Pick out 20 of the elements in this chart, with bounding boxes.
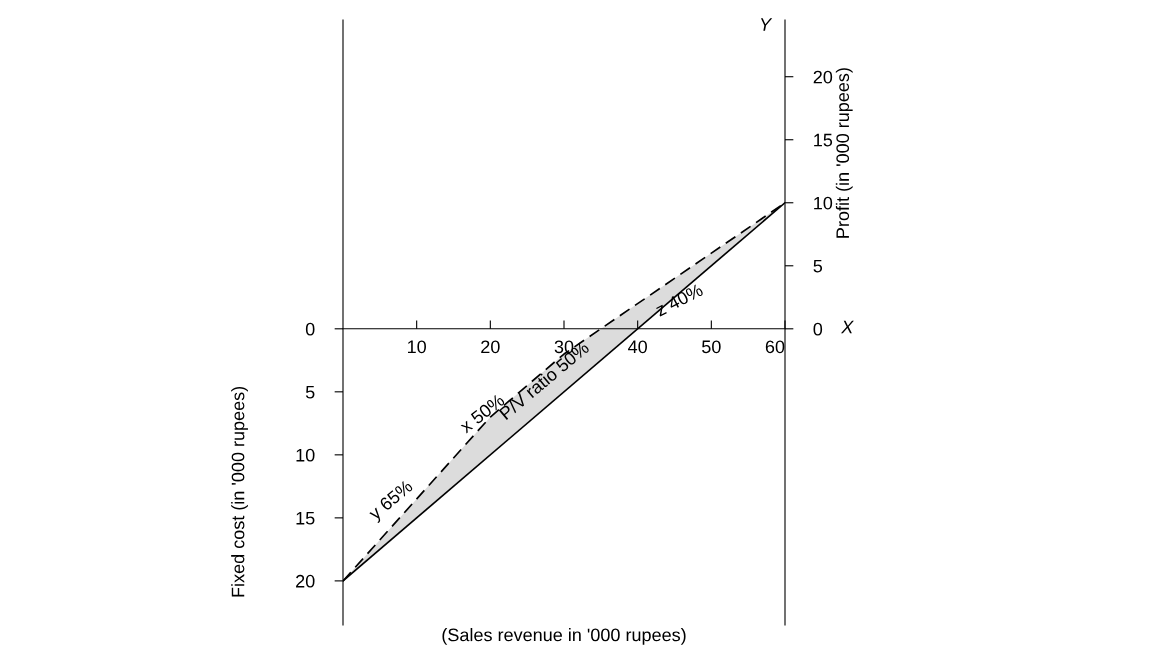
y2-tick-label: 20 xyxy=(813,70,833,84)
y2-tick-label: 10 xyxy=(814,196,833,210)
x-tick-label: 40 xyxy=(628,340,647,354)
y-tick-label: 10 xyxy=(296,448,315,462)
y2-axis-title: Profit (in '000 rupees) xyxy=(835,68,853,238)
y-tick-label: 0 xyxy=(305,322,315,336)
x-tick-label: 20 xyxy=(481,340,500,354)
annotation: Y xyxy=(760,18,773,31)
x-tick-label: 50 xyxy=(702,340,721,354)
annotation: y 65% xyxy=(367,479,416,524)
y2-tick-label: 0 xyxy=(813,322,823,336)
y2-tick-label: 15 xyxy=(814,133,833,147)
y-axis-title: Fixed cost (in '000 rupees) xyxy=(231,386,248,597)
text: X xyxy=(840,320,854,334)
y-tick-label: 15 xyxy=(296,511,315,525)
x-axis-title: (Sales revenue in '000 rupees) xyxy=(442,628,686,645)
y-tick-label: 5 xyxy=(305,385,315,399)
y-tick-label: 20 xyxy=(296,574,315,588)
y2-tick-label: 5 xyxy=(813,259,823,273)
x-tick-label: 10 xyxy=(408,340,426,354)
